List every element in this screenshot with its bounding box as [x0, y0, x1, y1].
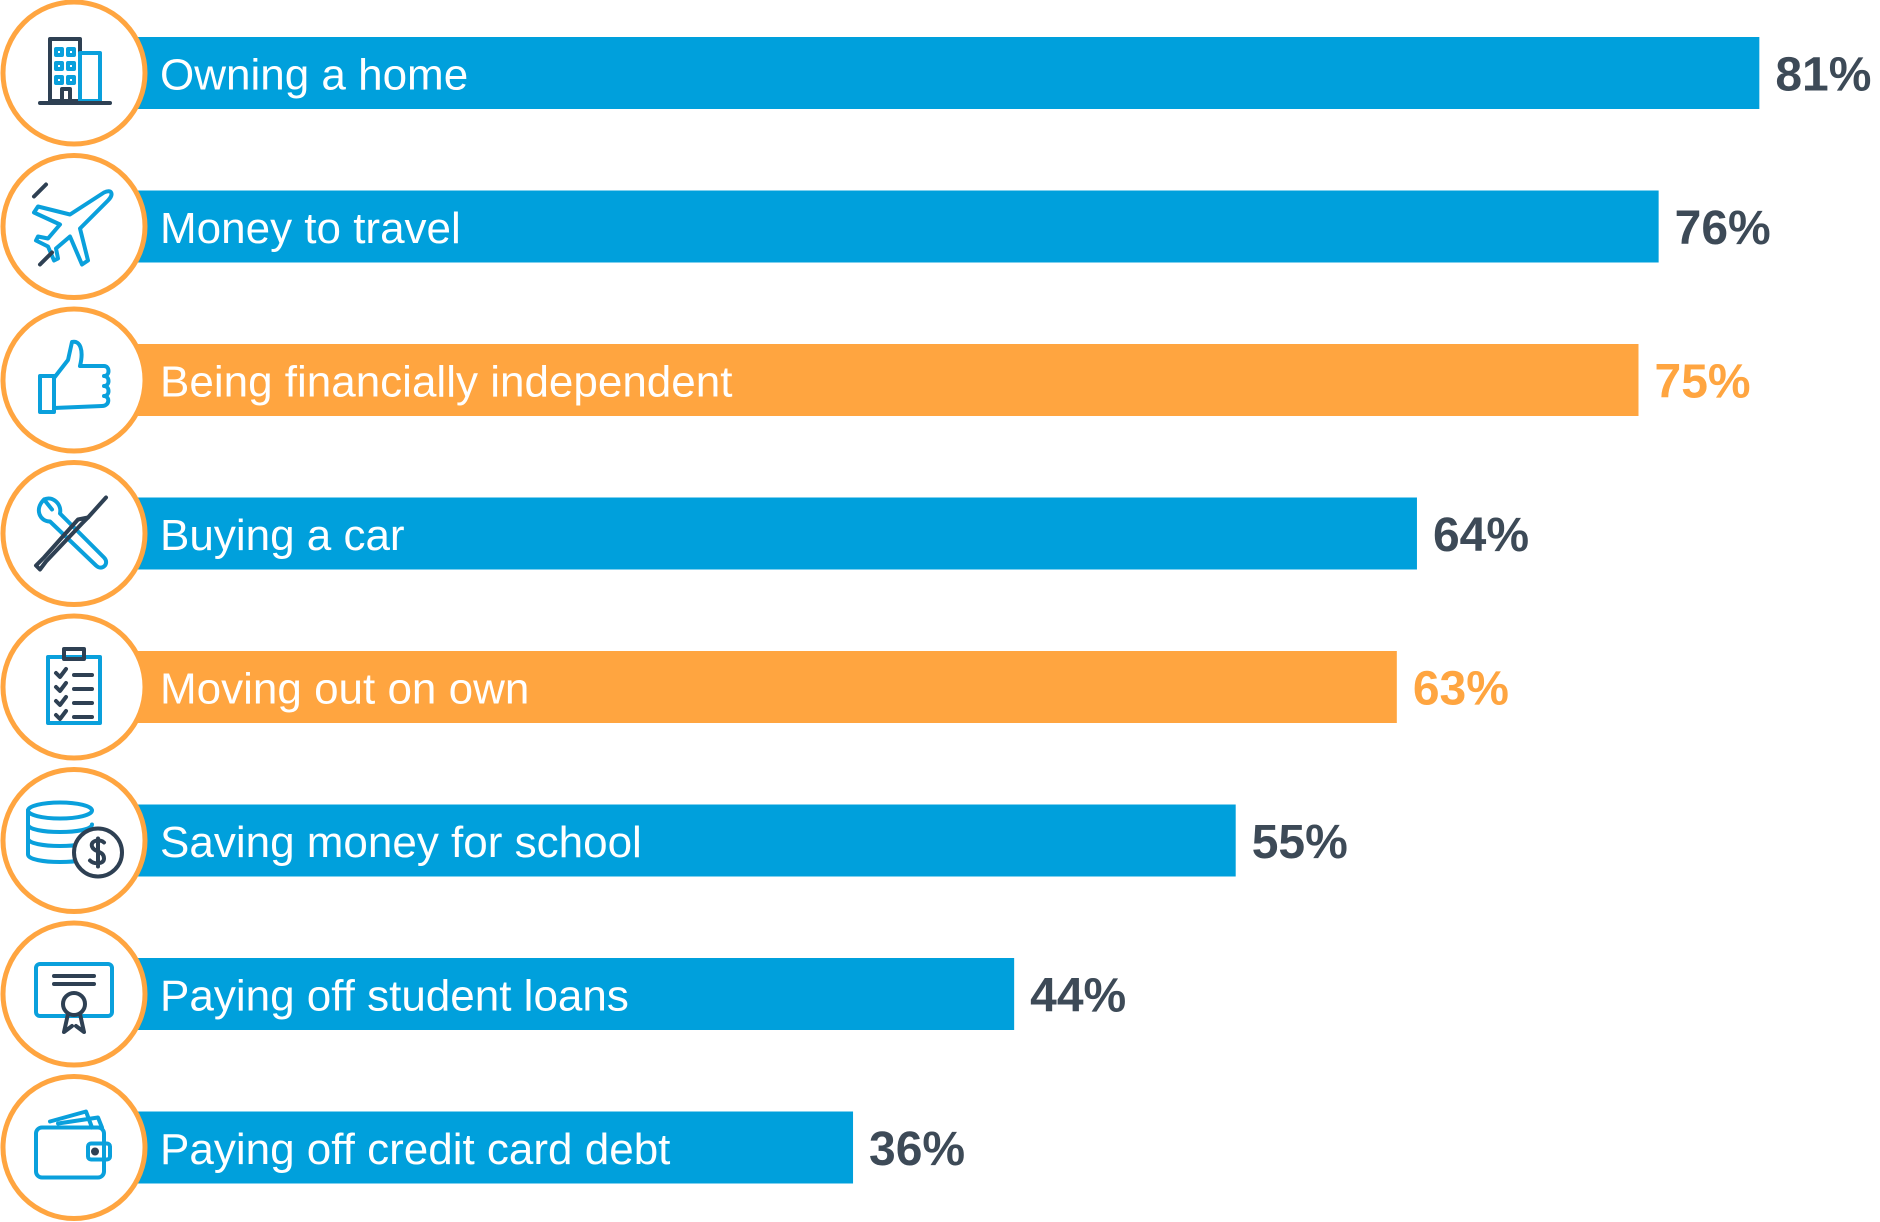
icon-part	[38, 250, 54, 267]
category-label: Moving out on own	[160, 665, 529, 714]
category-label: Buying a car	[160, 511, 405, 560]
icon	[34, 962, 114, 1034]
icon-circle	[0, 306, 148, 454]
bar	[128, 651, 1397, 723]
bar	[128, 804, 1236, 877]
icon-part	[60, 87, 72, 103]
icon-part	[54, 75, 64, 85]
icon-part	[62, 647, 86, 661]
icon-part	[54, 61, 64, 71]
value-label: 55%	[1252, 816, 1348, 869]
bar	[128, 344, 1639, 416]
icon-part	[32, 189, 114, 267]
category-label: Money to travel	[160, 204, 461, 253]
value-label: 64%	[1433, 509, 1529, 562]
icon-part	[86, 1141, 112, 1162]
value-label: 76%	[1675, 202, 1771, 255]
icon-part	[66, 47, 76, 57]
bar	[128, 37, 1760, 109]
icon-part	[66, 75, 76, 85]
icon-part	[91, 1147, 99, 1156]
icon	[38, 37, 112, 105]
icon	[34, 495, 109, 572]
category-label: Paying off credit card debt	[160, 1125, 670, 1174]
icon-circle	[0, 0, 148, 147]
bar	[128, 1111, 854, 1184]
bar	[128, 958, 1015, 1030]
value-label: 63%	[1413, 663, 1509, 716]
icon	[26, 800, 124, 879]
category-label: Paying off student loans	[160, 972, 629, 1021]
category-label: Being financially independent	[160, 358, 732, 407]
category-label: Owning a home	[160, 51, 468, 100]
icon-part	[86, 495, 108, 520]
value-label: 36%	[869, 1123, 965, 1176]
value-label: 75%	[1655, 356, 1751, 409]
icon-part	[52, 339, 111, 410]
icon-part	[34, 1125, 106, 1180]
bar	[128, 497, 1417, 570]
icon	[32, 182, 114, 267]
icon-part	[54, 667, 68, 721]
icon-part	[36, 496, 109, 570]
icon-circle	[0, 1074, 148, 1221]
icon-part	[88, 836, 106, 869]
value-label: 44%	[1030, 970, 1126, 1023]
icon	[46, 647, 102, 725]
bar	[128, 190, 1659, 263]
icon	[38, 339, 111, 414]
icon-part	[38, 374, 56, 414]
icon-circle	[0, 153, 148, 300]
icon-part	[32, 182, 48, 199]
icon-part	[62, 1012, 86, 1034]
icon-part	[54, 47, 64, 57]
category-label: Saving money for school	[160, 818, 642, 867]
icon-circle	[0, 767, 148, 914]
icon-part	[61, 991, 87, 1017]
icon-part	[48, 1109, 104, 1130]
icon	[34, 1109, 112, 1180]
icon-part	[66, 61, 76, 71]
value-label: 81%	[1775, 49, 1871, 102]
icon-part	[34, 515, 90, 572]
